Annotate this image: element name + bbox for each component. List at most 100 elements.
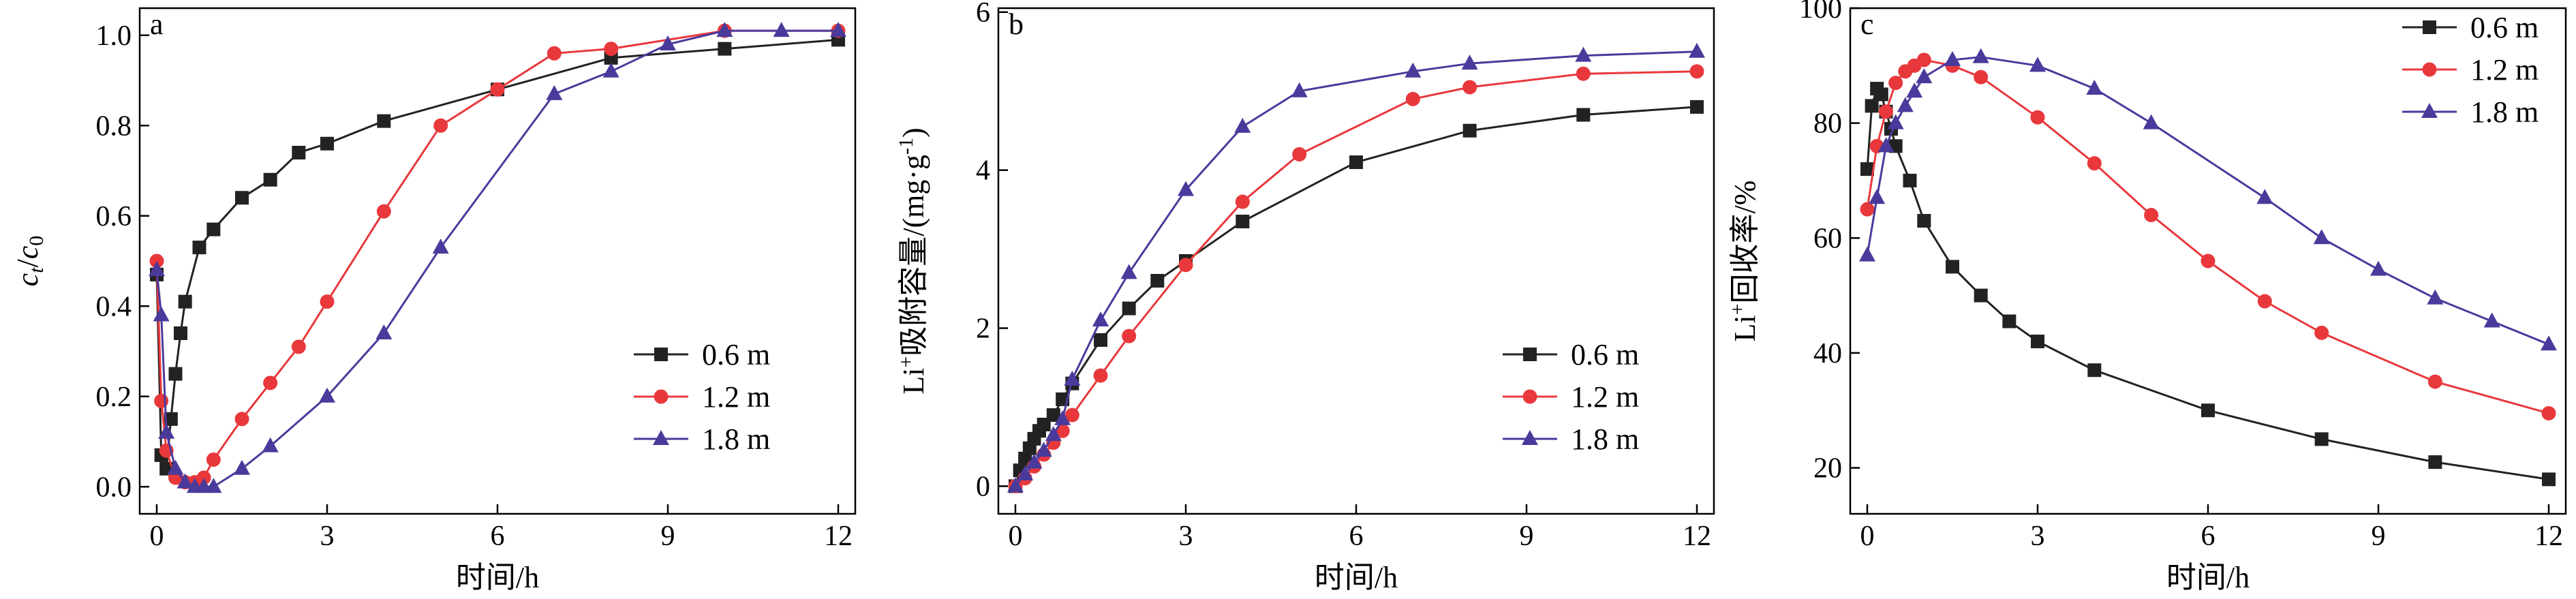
legend: 0.6 m 1.2 m 1.8 m <box>2402 11 2539 129</box>
x-tick-label: 9 <box>2372 521 2386 552</box>
data-point <box>158 423 175 439</box>
data-point <box>1689 64 1704 79</box>
y-tick-label: 4 <box>976 155 990 187</box>
data-point <box>1292 147 1307 162</box>
x-tick-label: 6 <box>1349 521 1364 552</box>
data-point <box>192 241 206 255</box>
data-point <box>604 42 619 57</box>
series-line <box>155 38 839 470</box>
series-3 <box>1007 42 1705 493</box>
x-tick-label: 12 <box>1683 521 1711 552</box>
data-point <box>2428 455 2442 470</box>
data-point <box>1018 451 1032 465</box>
series-line <box>1866 56 2549 345</box>
data-point <box>602 62 619 78</box>
data-point <box>1874 87 1888 102</box>
data-point <box>263 172 277 187</box>
data-point <box>1045 426 1062 442</box>
data-point <box>773 22 790 37</box>
data-point <box>1122 301 1136 316</box>
ylabel-slash: / <box>11 258 44 267</box>
data-point <box>1576 66 1591 81</box>
legend: 0.6 m 1.2 m 1.8 m <box>634 338 770 456</box>
data-point <box>716 22 733 37</box>
data-point <box>1046 408 1060 423</box>
data-point <box>1974 288 1988 303</box>
x-tick-label: 12 <box>2534 521 2563 552</box>
series-2 <box>1008 64 1704 493</box>
data-point <box>1120 264 1137 279</box>
legend-label: 1.2 m <box>2470 53 2539 87</box>
data-point <box>206 452 221 467</box>
data-point <box>1007 477 1024 493</box>
legend-label: 0.6 m <box>2470 11 2539 44</box>
data-point <box>1462 80 1477 95</box>
data-point <box>320 294 335 309</box>
ylabel-li: Li <box>1728 315 1762 341</box>
data-point <box>2542 472 2556 487</box>
x-tick-label: 6 <box>491 521 505 552</box>
ylabel-end: ) <box>897 127 930 138</box>
data-point <box>2313 229 2330 245</box>
legend-marker <box>1522 430 1538 445</box>
data-point <box>546 85 563 100</box>
y-axis-label: Li+回收率/% <box>1726 181 1762 342</box>
data-point <box>830 22 846 37</box>
data-point <box>1575 46 1592 62</box>
x-tick-label: 3 <box>1179 521 1193 552</box>
data-point <box>2201 403 2215 418</box>
legend-label: 1.2 m <box>1571 380 1639 414</box>
y-tick-label: 100 <box>1799 0 1842 25</box>
x-tick-label: 0 <box>1009 521 1023 552</box>
legend-marker <box>2422 62 2437 77</box>
legend-marker <box>2423 20 2436 34</box>
data-point <box>2256 189 2273 204</box>
ylabel-sup-neg1: -1 <box>895 138 917 155</box>
data-point <box>1017 465 1034 481</box>
data-point <box>167 459 184 475</box>
data-point <box>1903 173 1917 187</box>
series-line <box>1866 59 2549 414</box>
data-point <box>2144 208 2159 223</box>
x-tick-label: 3 <box>2031 521 2045 552</box>
data-point <box>2087 156 2102 171</box>
legend: 0.6 m 1.2 m 1.8 m <box>1503 338 1639 456</box>
y-tick-label: 0.6 <box>96 201 132 232</box>
x-tick-label: 3 <box>320 521 335 552</box>
data-point <box>262 437 279 452</box>
data-point <box>1405 91 1420 106</box>
y-tick-label: 80 <box>1813 108 1842 140</box>
data-point <box>2427 289 2444 305</box>
data-point <box>319 387 335 403</box>
data-point <box>376 204 391 219</box>
data-point <box>1865 99 1879 113</box>
data-point <box>377 114 391 128</box>
data-point <box>1026 453 1043 469</box>
panel-label: c <box>1860 7 1874 41</box>
series-line <box>1014 50 1698 487</box>
data-point <box>291 339 306 354</box>
data-point <box>1234 117 1251 133</box>
data-point <box>320 136 334 151</box>
series-3 <box>149 22 846 493</box>
data-point <box>263 375 278 390</box>
data-point <box>2002 314 2017 328</box>
data-point <box>1235 194 1250 209</box>
series-line <box>155 29 838 488</box>
legend-label: 1.8 m <box>702 423 770 456</box>
data-point <box>490 82 505 97</box>
panel-label: b <box>1009 7 1024 41</box>
data-point <box>149 261 165 277</box>
y-axis-label: ct/c0 <box>11 236 48 287</box>
data-point <box>433 118 448 133</box>
ylabel-li: Li <box>897 368 930 395</box>
data-point <box>1879 104 1893 119</box>
x-tick-label: 12 <box>824 521 853 552</box>
x-tick-label: 0 <box>150 521 164 552</box>
data-point <box>1887 114 1904 129</box>
ylabel-mid: 回收率/% <box>1728 181 1762 304</box>
legend-marker <box>654 348 668 361</box>
y-tick-label: 0 <box>976 471 990 502</box>
x-tick-label: 6 <box>2201 521 2215 552</box>
y-tick-label: 20 <box>1813 453 1842 485</box>
